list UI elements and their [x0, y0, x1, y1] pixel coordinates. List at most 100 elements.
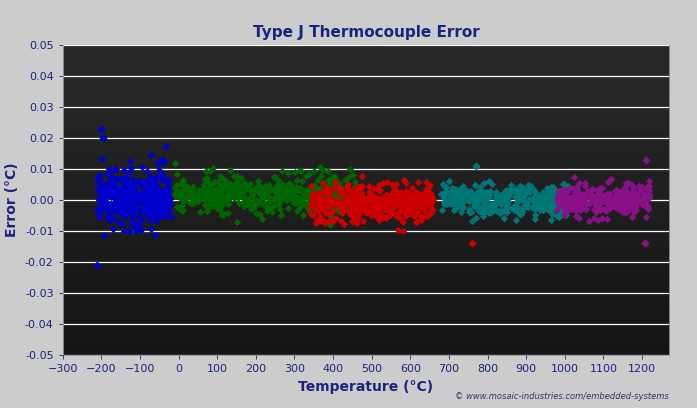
Point — [416, 196, 427, 202]
Point — [415, 213, 427, 219]
Point — [482, 203, 493, 209]
Point — [618, 188, 629, 194]
Point — [502, 192, 513, 199]
Point — [261, 204, 272, 211]
Point — [197, 184, 208, 191]
Point — [222, 197, 233, 204]
Point — [401, 212, 412, 218]
Point — [186, 195, 197, 202]
Point — [282, 188, 293, 195]
Point — [581, 191, 592, 198]
Point — [178, 178, 189, 185]
Point — [507, 205, 518, 212]
Point — [531, 194, 542, 201]
Point — [302, 193, 314, 200]
Point — [615, 188, 626, 194]
Point — [413, 178, 424, 185]
Point — [420, 189, 431, 196]
Point — [146, 197, 157, 204]
Point — [221, 191, 232, 197]
Point — [210, 186, 222, 193]
Point — [270, 184, 282, 190]
Point — [412, 193, 423, 200]
Point — [484, 194, 495, 201]
Point — [127, 206, 138, 213]
Point — [335, 218, 346, 225]
Point — [576, 192, 588, 199]
Point — [526, 204, 537, 211]
Point — [314, 196, 325, 203]
Point — [220, 177, 231, 184]
Point — [319, 187, 330, 193]
Point — [346, 202, 358, 209]
Point — [141, 202, 152, 209]
Point — [369, 195, 380, 202]
Point — [496, 191, 507, 198]
Point — [450, 191, 461, 197]
Point — [382, 213, 393, 220]
Point — [470, 204, 481, 210]
Point — [325, 213, 337, 220]
Point — [621, 209, 632, 215]
Point — [314, 205, 325, 212]
Point — [192, 195, 204, 201]
Point — [572, 196, 583, 202]
Point — [620, 195, 631, 202]
Point — [560, 195, 571, 202]
Point — [136, 181, 147, 188]
Point — [561, 194, 572, 200]
Point — [567, 202, 578, 208]
Point — [94, 207, 105, 213]
Point — [514, 188, 526, 195]
Point — [155, 196, 167, 202]
Point — [93, 177, 104, 184]
Point — [137, 199, 148, 206]
Point — [197, 191, 208, 197]
Point — [286, 191, 297, 198]
Point — [340, 185, 351, 192]
Point — [296, 193, 307, 200]
Point — [411, 219, 422, 226]
Point — [150, 188, 161, 195]
Point — [360, 203, 372, 209]
Point — [618, 201, 629, 208]
Point — [144, 185, 155, 192]
Point — [260, 193, 271, 200]
Point — [126, 215, 137, 221]
Point — [486, 201, 497, 207]
Point — [454, 185, 466, 192]
Point — [406, 200, 417, 206]
Point — [321, 191, 332, 197]
Point — [386, 204, 397, 211]
Point — [567, 206, 579, 212]
Point — [170, 192, 181, 199]
Point — [151, 187, 162, 194]
Point — [363, 182, 374, 189]
Point — [518, 190, 529, 197]
Point — [500, 194, 512, 201]
Point — [354, 191, 365, 197]
Point — [153, 186, 164, 193]
Point — [265, 187, 276, 193]
Point — [599, 195, 611, 202]
Point — [327, 208, 338, 215]
Point — [561, 194, 572, 200]
Point — [418, 212, 429, 219]
Point — [563, 201, 574, 207]
Point — [366, 194, 377, 201]
Point — [542, 191, 553, 198]
Point — [334, 180, 345, 186]
Point — [441, 188, 452, 194]
Point — [568, 192, 579, 199]
Point — [473, 196, 484, 202]
Point — [622, 193, 634, 200]
Point — [328, 206, 339, 213]
Point — [621, 198, 632, 205]
Point — [480, 194, 491, 201]
Point — [299, 194, 310, 200]
Point — [636, 186, 647, 192]
Point — [165, 195, 176, 202]
Point — [362, 193, 373, 200]
Point — [484, 192, 495, 199]
Point — [404, 210, 415, 216]
